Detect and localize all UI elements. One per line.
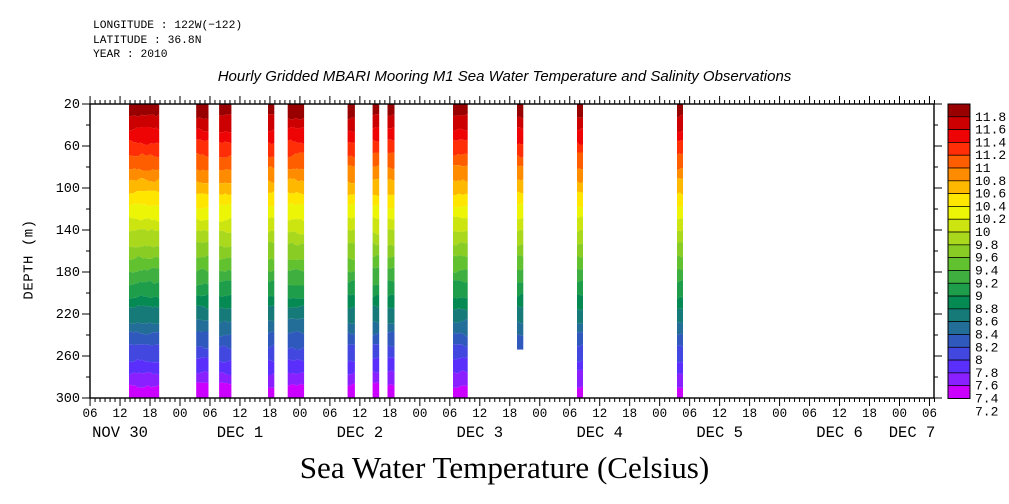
svg-text:06: 06 (202, 407, 217, 421)
svg-text:06: 06 (562, 407, 577, 421)
svg-text:06: 06 (802, 407, 817, 421)
svg-text:DEC 5: DEC 5 (696, 424, 743, 442)
svg-text:00: 00 (412, 407, 427, 421)
svg-text:00: 00 (532, 407, 547, 421)
svg-text:12: 12 (352, 407, 367, 421)
svg-text:18: 18 (862, 407, 877, 421)
svg-text:00: 00 (172, 407, 187, 421)
svg-text:18: 18 (262, 407, 277, 421)
svg-text:DEC 1: DEC 1 (217, 424, 264, 442)
svg-text:NOV 30: NOV 30 (92, 424, 148, 442)
svg-text:00: 00 (772, 407, 787, 421)
svg-text:300: 300 (56, 392, 80, 407)
svg-text:20: 20 (64, 98, 80, 113)
svg-text:DEC 6: DEC 6 (816, 424, 863, 442)
svg-text:100: 100 (56, 182, 80, 197)
svg-text:00: 00 (892, 407, 907, 421)
svg-text:DEC 3: DEC 3 (457, 424, 504, 442)
svg-text:260: 260 (56, 350, 80, 365)
svg-text:06: 06 (682, 407, 697, 421)
svg-text:7.2: 7.2 (975, 404, 998, 419)
svg-text:18: 18 (382, 407, 397, 421)
svg-text:DEC 7: DEC 7 (889, 424, 936, 442)
svg-text:140: 140 (56, 224, 80, 239)
svg-text:12: 12 (592, 407, 607, 421)
svg-text:180: 180 (56, 266, 80, 281)
svg-text:60: 60 (64, 140, 80, 155)
svg-text:12: 12 (113, 407, 128, 421)
svg-text:00: 00 (652, 407, 667, 421)
svg-text:06: 06 (322, 407, 337, 421)
svg-text:220: 220 (56, 308, 80, 323)
svg-text:18: 18 (742, 407, 757, 421)
svg-text:DEC 4: DEC 4 (576, 424, 623, 442)
svg-text:12: 12 (712, 407, 727, 421)
svg-text:12: 12 (232, 407, 247, 421)
svg-text:00: 00 (292, 407, 307, 421)
svg-text:06: 06 (442, 407, 457, 421)
svg-text:18: 18 (622, 407, 637, 421)
svg-text:12: 12 (472, 407, 487, 421)
svg-text:18: 18 (143, 407, 158, 421)
svg-text:DEC 2: DEC 2 (337, 424, 384, 442)
svg-text:18: 18 (502, 407, 517, 421)
svg-text:06: 06 (83, 407, 98, 421)
svg-text:12: 12 (832, 407, 847, 421)
svg-text:06: 06 (922, 407, 937, 421)
